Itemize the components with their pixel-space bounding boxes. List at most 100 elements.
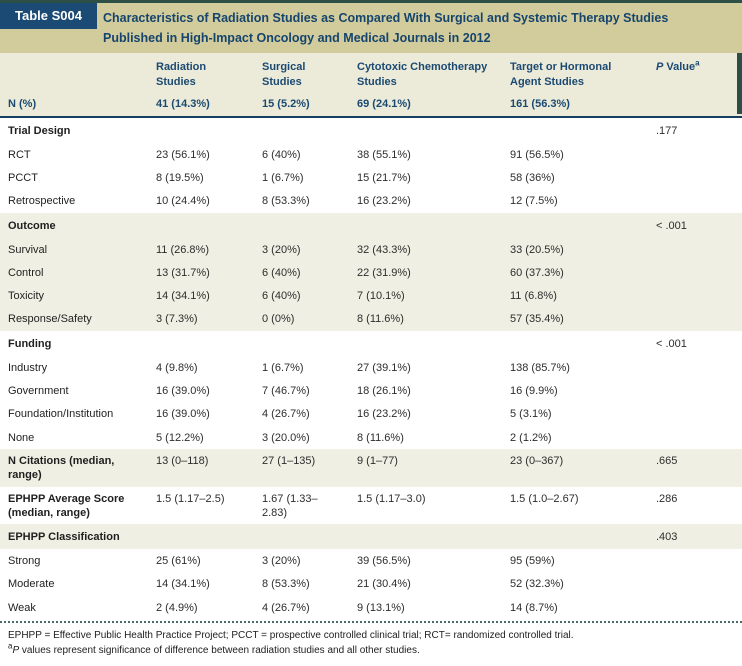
table-body: Trial Design .177 RCT 23 (56.1%) 6 (40%) 38 (… — [0, 118, 742, 619]
row-value-4: 57 (35.4%) — [510, 313, 564, 326]
table-row: PCCT 8 (19.5%) 1 (6.7%) 15 (21.7%) 58 (36%) — [0, 166, 742, 189]
table-row: Retrospective 10 (24.4%) 8 (53.3%) 16 (23.2… — [0, 189, 742, 212]
row-value-4: 52 (32.3%) — [510, 578, 564, 591]
row-value-1: 23 (56.1%) — [156, 148, 210, 161]
row-value-1: 2 (4.9%) — [156, 601, 198, 614]
row-label: Trial Design — [8, 124, 71, 137]
row-value-4: 5 (3.1%) — [510, 408, 552, 421]
row-value-3: 9 (1–77) — [357, 454, 398, 467]
footnote-abbreviations: EPHPP = Effective Public Health Practice… — [8, 630, 574, 642]
row-value-2: 8 (53.3%) — [262, 578, 310, 591]
right-border-rule — [737, 0, 742, 114]
row-p-value: .286 — [656, 492, 678, 505]
row-value-1: 16 (39.0%) — [156, 408, 210, 421]
table-row: Weak 2 (4.9%) 4 (26.7%) 9 (13.1%) 14 (8.7%) — [0, 596, 742, 619]
row-value-3: 18 (26.1%) — [357, 385, 411, 398]
row-value-3: 8 (11.6%) — [357, 431, 404, 444]
row-label: N Citations (median, range) — [8, 454, 115, 482]
row-value-2: 0 (0%) — [262, 313, 295, 326]
row-value-4: 33 (20.5%) — [510, 243, 564, 256]
row-label: EPHPP Classification — [8, 531, 120, 544]
row-value-2: 27 (1–135) — [262, 454, 316, 467]
n-row-label: N (%) — [8, 97, 37, 110]
row-label: None — [8, 431, 35, 444]
row-value-1: 16 (39.0%) — [156, 385, 210, 398]
row-value-4: 95 (59%) — [510, 555, 555, 568]
table-row: Strong 25 (61%) 3 (20%) 39 (56.5%) 95 (59%) — [0, 549, 742, 572]
n-row-value-2: 15 (5.2%) — [262, 97, 310, 110]
row-value-3: 16 (23.2%) — [357, 408, 411, 421]
row-value-4: 1.5 (1.0–2.67) — [510, 492, 579, 505]
row-label: Control — [8, 266, 44, 279]
p-value-column-header: P Valuea — [656, 58, 700, 73]
table-row: Trial Design .177 — [0, 118, 742, 143]
row-label: Government — [8, 385, 69, 398]
row-value-1: 10 (24.4%) — [156, 195, 210, 208]
table-row: Response/Safety 3 (7.3%) 0 (0%) 8 (11.6%) 57… — [0, 307, 742, 331]
row-value-3: 8 (11.6%) — [357, 313, 404, 326]
n-row-value-3: 69 (24.1%) — [357, 97, 411, 110]
row-value-1: 13 (0–118) — [156, 454, 209, 467]
footnotes: EPHPP = Effective Public Health Practice… — [0, 621, 742, 658]
column-header-2: Surgical Studies — [262, 61, 306, 88]
table-row: RCT 23 (56.1%) 6 (40%) 38 (55.1%) 91 (56.5%) — [0, 143, 742, 166]
row-value-1: 13 (31.7%) — [156, 266, 210, 279]
row-value-3: 9 (13.1%) — [357, 601, 405, 614]
column-header-block: Radiation Studies Surgical Studies Cytotox… — [0, 53, 742, 118]
row-value-1: 14 (34.1%) — [156, 290, 210, 303]
row-p-value: < .001 — [656, 219, 687, 232]
footnote-italic-p: P — [12, 645, 20, 657]
row-value-4: 2 (1.2%) — [510, 431, 552, 444]
row-value-4: 23 (0–367) — [510, 454, 564, 467]
row-value-3: 32 (43.3%) — [357, 243, 411, 256]
table-title-band: Table S004 Characteristics of Radiation … — [0, 3, 742, 53]
row-value-2: 7 (46.7%) — [262, 385, 310, 398]
row-p-value: < .001 — [656, 337, 687, 350]
row-label: EPHPP Average Score (median, range) — [8, 492, 125, 519]
row-value-2: 4 (26.7%) — [262, 601, 310, 614]
table-row: Foundation/Institution 16 (39.0%) 4 (26.7%… — [0, 402, 742, 425]
footnote-p-value-definition: aP values represent significance of diff… — [8, 641, 734, 658]
row-value-2: 3 (20%) — [262, 555, 301, 568]
row-value-1: 3 (7.3%) — [156, 313, 198, 326]
row-value-1: 8 (19.5%) — [156, 171, 204, 184]
table-row: EPHPP Classification .403 — [0, 524, 742, 550]
table-row: Moderate 14 (34.1%) 8 (53.3%) 21 (30.4%) 52 … — [0, 572, 742, 595]
row-value-2: 1 (6.7%) — [262, 171, 304, 184]
row-value-2: 4 (26.7%) — [262, 408, 310, 421]
row-value-4: 91 (56.5%) — [510, 148, 564, 161]
row-label: Weak — [8, 601, 36, 614]
row-value-2: 6 (40%) — [262, 148, 301, 161]
row-value-4: 138 (85.7%) — [510, 361, 570, 374]
row-value-3: 27 (39.1%) — [357, 361, 411, 374]
table-number-tag: Table S004 — [0, 3, 97, 29]
column-header-4: Target or Hormonal Agent Studies — [510, 61, 612, 88]
n-percent-row: N (%) 41 (14.3%) 15 (5.2%) 69 (24.1%) 161 (5… — [0, 98, 742, 116]
row-value-4: 14 (8.7%) — [510, 601, 558, 614]
table-row: Outcome < .001 — [0, 212, 742, 238]
row-value-1: 11 (26.8%) — [156, 243, 209, 256]
row-value-4: 58 (36%) — [510, 171, 555, 184]
table-title: Characteristics of Radiation Studies as … — [103, 11, 669, 45]
row-label: Response/Safety — [8, 313, 92, 326]
row-value-3: 22 (31.9%) — [357, 266, 411, 279]
column-header-1: Radiation Studies — [156, 61, 207, 88]
row-label: Toxicity — [8, 290, 45, 303]
column-header-3: Cytotoxic Chemotherapy Studies — [357, 61, 488, 88]
row-value-2: 1.67 (1.33–2.83) — [262, 492, 318, 519]
n-row-value-1: 41 (14.3%) — [156, 97, 210, 110]
row-label: Outcome — [8, 219, 56, 232]
table-row: None 5 (12.2%) 3 (20.0%) 8 (11.6%) 2 (1.2%) — [0, 426, 742, 449]
row-value-1: 14 (34.1%) — [156, 578, 210, 591]
footnote-superscript-a: a — [8, 641, 13, 651]
table-row: Industry 4 (9.8%) 1 (6.7%) 27 (39.1%) 138 (8… — [0, 356, 742, 379]
row-value-2: 3 (20%) — [262, 243, 301, 256]
table-row: EPHPP Average Score (median, range) 1.5 (… — [0, 487, 742, 525]
row-value-2: 8 (53.3%) — [262, 195, 310, 208]
row-value-3: 21 (30.4%) — [357, 578, 411, 591]
footnote-p-text: values represent significance of differe… — [19, 645, 420, 657]
row-value-3: 7 (10.1%) — [357, 290, 405, 303]
table-row: Funding < .001 — [0, 331, 742, 356]
row-value-2: 6 (40%) — [262, 290, 301, 303]
